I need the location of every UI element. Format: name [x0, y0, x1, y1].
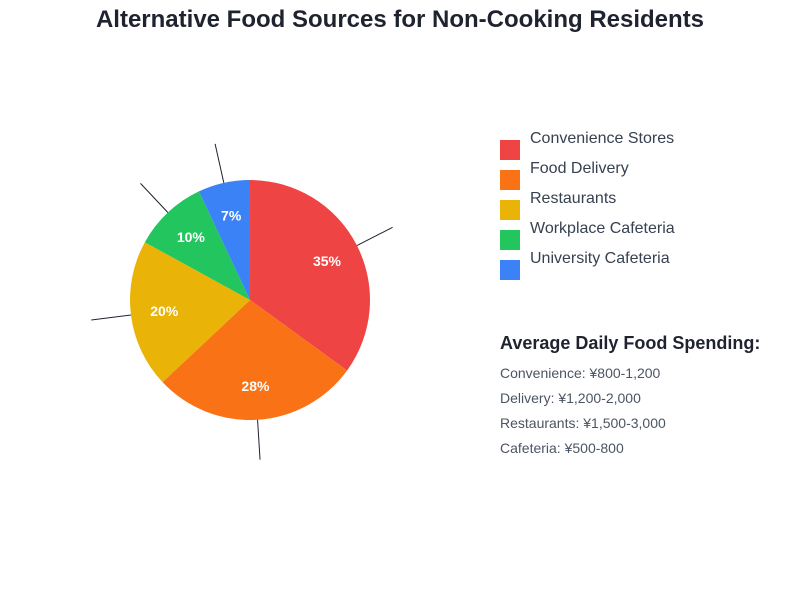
- legend-label: Workplace Cafeteria: [530, 220, 675, 237]
- legend: Convenience Stores Food Delivery Restaur…: [500, 130, 675, 290]
- chart-title: Alternative Food Sources for Non-Cooking…: [95, 6, 705, 33]
- pie-slice: [144, 191, 250, 300]
- legend-swatch: [500, 170, 520, 190]
- spending-item: Cafeteria: ¥500-800: [500, 440, 624, 456]
- legend-item: University Cafeteria: [500, 250, 675, 290]
- spending-item: Restaurants: ¥1,500-3,000: [500, 415, 666, 431]
- leader-line: [91, 314, 132, 321]
- legend-swatch: [500, 200, 520, 220]
- legend-label: Convenience Stores: [530, 130, 675, 147]
- pie-slice: [198, 180, 250, 300]
- leader-line: [214, 143, 225, 183]
- data-label: 10%: [177, 229, 206, 245]
- legend-label: Food Delivery: [530, 160, 629, 177]
- legend-label: Restaurants: [530, 190, 617, 207]
- spending-item: Convenience: ¥800-1,200: [500, 365, 661, 381]
- pie-slice: [162, 300, 348, 421]
- leader-line: [140, 183, 169, 213]
- legend-item: Food Delivery: [500, 160, 675, 200]
- spending-panel: Average Daily Food Spending: Convenience…: [500, 333, 760, 464]
- pie-slice: [129, 242, 250, 383]
- data-label: 28%: [241, 378, 270, 394]
- legend-swatch: [500, 260, 520, 280]
- legend-swatch: [500, 230, 520, 250]
- leader-line: [257, 419, 261, 460]
- data-label: 35%: [313, 253, 342, 269]
- legend-label: University Cafeteria: [530, 250, 670, 267]
- legend-item: Workplace Cafeteria: [500, 220, 675, 260]
- legend-item: Convenience Stores: [500, 130, 675, 170]
- spending-heading: Average Daily Food Spending:: [500, 333, 761, 353]
- pie-slice: [250, 180, 371, 371]
- data-label: 20%: [150, 303, 179, 319]
- legend-item: Restaurants: [500, 190, 675, 230]
- data-label: 7%: [221, 208, 242, 224]
- legend-swatch: [500, 140, 520, 160]
- leader-line: [356, 226, 393, 246]
- spending-item: Delivery: ¥1,200-2,000: [500, 390, 641, 406]
